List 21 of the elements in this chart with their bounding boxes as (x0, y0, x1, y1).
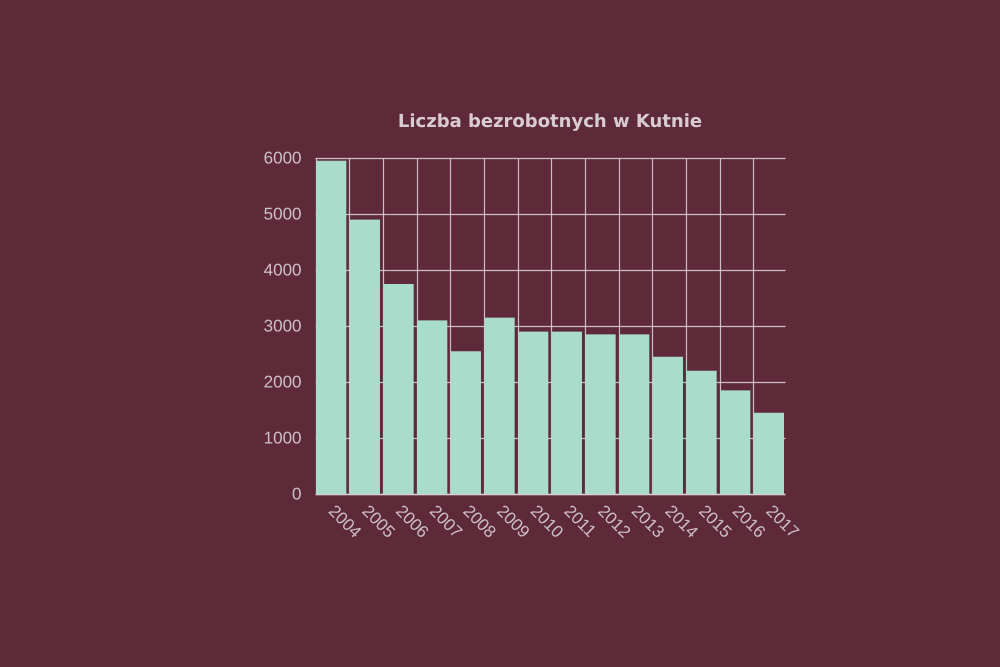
bar (619, 334, 650, 494)
y-tick-label: 2000 (264, 372, 302, 392)
y-tick-label: 0 (292, 484, 302, 504)
bar (350, 220, 380, 494)
y-tick-label: 5000 (264, 204, 302, 224)
bar (450, 351, 481, 494)
bar (552, 332, 582, 494)
bar (585, 334, 616, 494)
bar (720, 390, 750, 494)
bar (652, 356, 683, 494)
bar (383, 284, 414, 494)
bar (484, 318, 515, 494)
chart-title: Liczba bezrobotnych w Kutnie (398, 111, 702, 132)
bar (754, 412, 784, 494)
y-tick-label: 3000 (264, 316, 302, 336)
y-tick-label: 6000 (264, 148, 302, 168)
bar (417, 320, 448, 494)
y-tick-label: 1000 (264, 428, 302, 448)
bar (686, 370, 717, 494)
y-tick-label: 4000 (264, 260, 302, 280)
bar (518, 332, 548, 494)
